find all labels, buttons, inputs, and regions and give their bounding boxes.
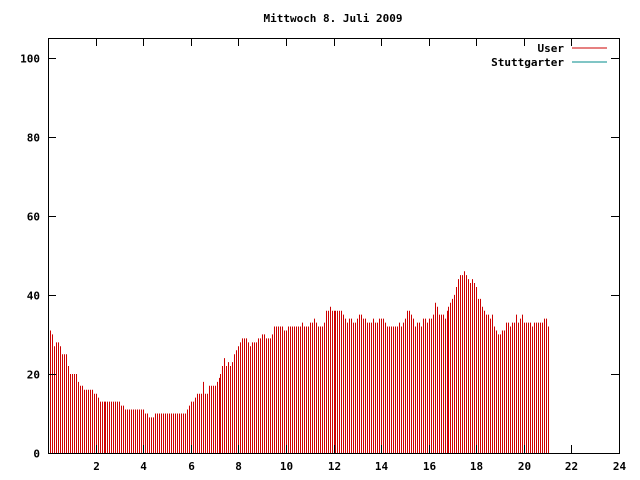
x-tick-label: 24 (613, 460, 627, 473)
x-tick-label: 14 (375, 460, 389, 473)
x-tick-label: 12 (328, 460, 341, 473)
y-tick-label: 60 (27, 211, 40, 224)
x-tick-label: 4 (140, 460, 147, 473)
x-tick-label: 16 (423, 460, 437, 473)
x-tick-label: 18 (470, 460, 483, 473)
legend: User Stuttgarter (491, 42, 607, 69)
y-tick-label: 20 (27, 369, 40, 382)
x-tick-label: 22 (565, 460, 578, 473)
x-tick-label: 2 (93, 460, 100, 473)
chart-title: Mittwoch 8. Juli 2009 (263, 12, 402, 25)
y-tick-label: 100 (20, 53, 40, 66)
bars-layer (48, 271, 549, 453)
x-tick-label: 20 (518, 460, 531, 473)
x-tick-label: 10 (280, 460, 293, 473)
x-tick-label: 6 (188, 460, 195, 473)
y-tick-label: 80 (27, 132, 40, 145)
legend-label-stuttgarter: Stuttgarter (491, 56, 564, 69)
x-tick-label: 8 (235, 460, 242, 473)
legend-label-user: User (538, 42, 565, 55)
y-tick-label: 40 (27, 290, 40, 303)
y-tick-label: 0 (33, 448, 40, 461)
